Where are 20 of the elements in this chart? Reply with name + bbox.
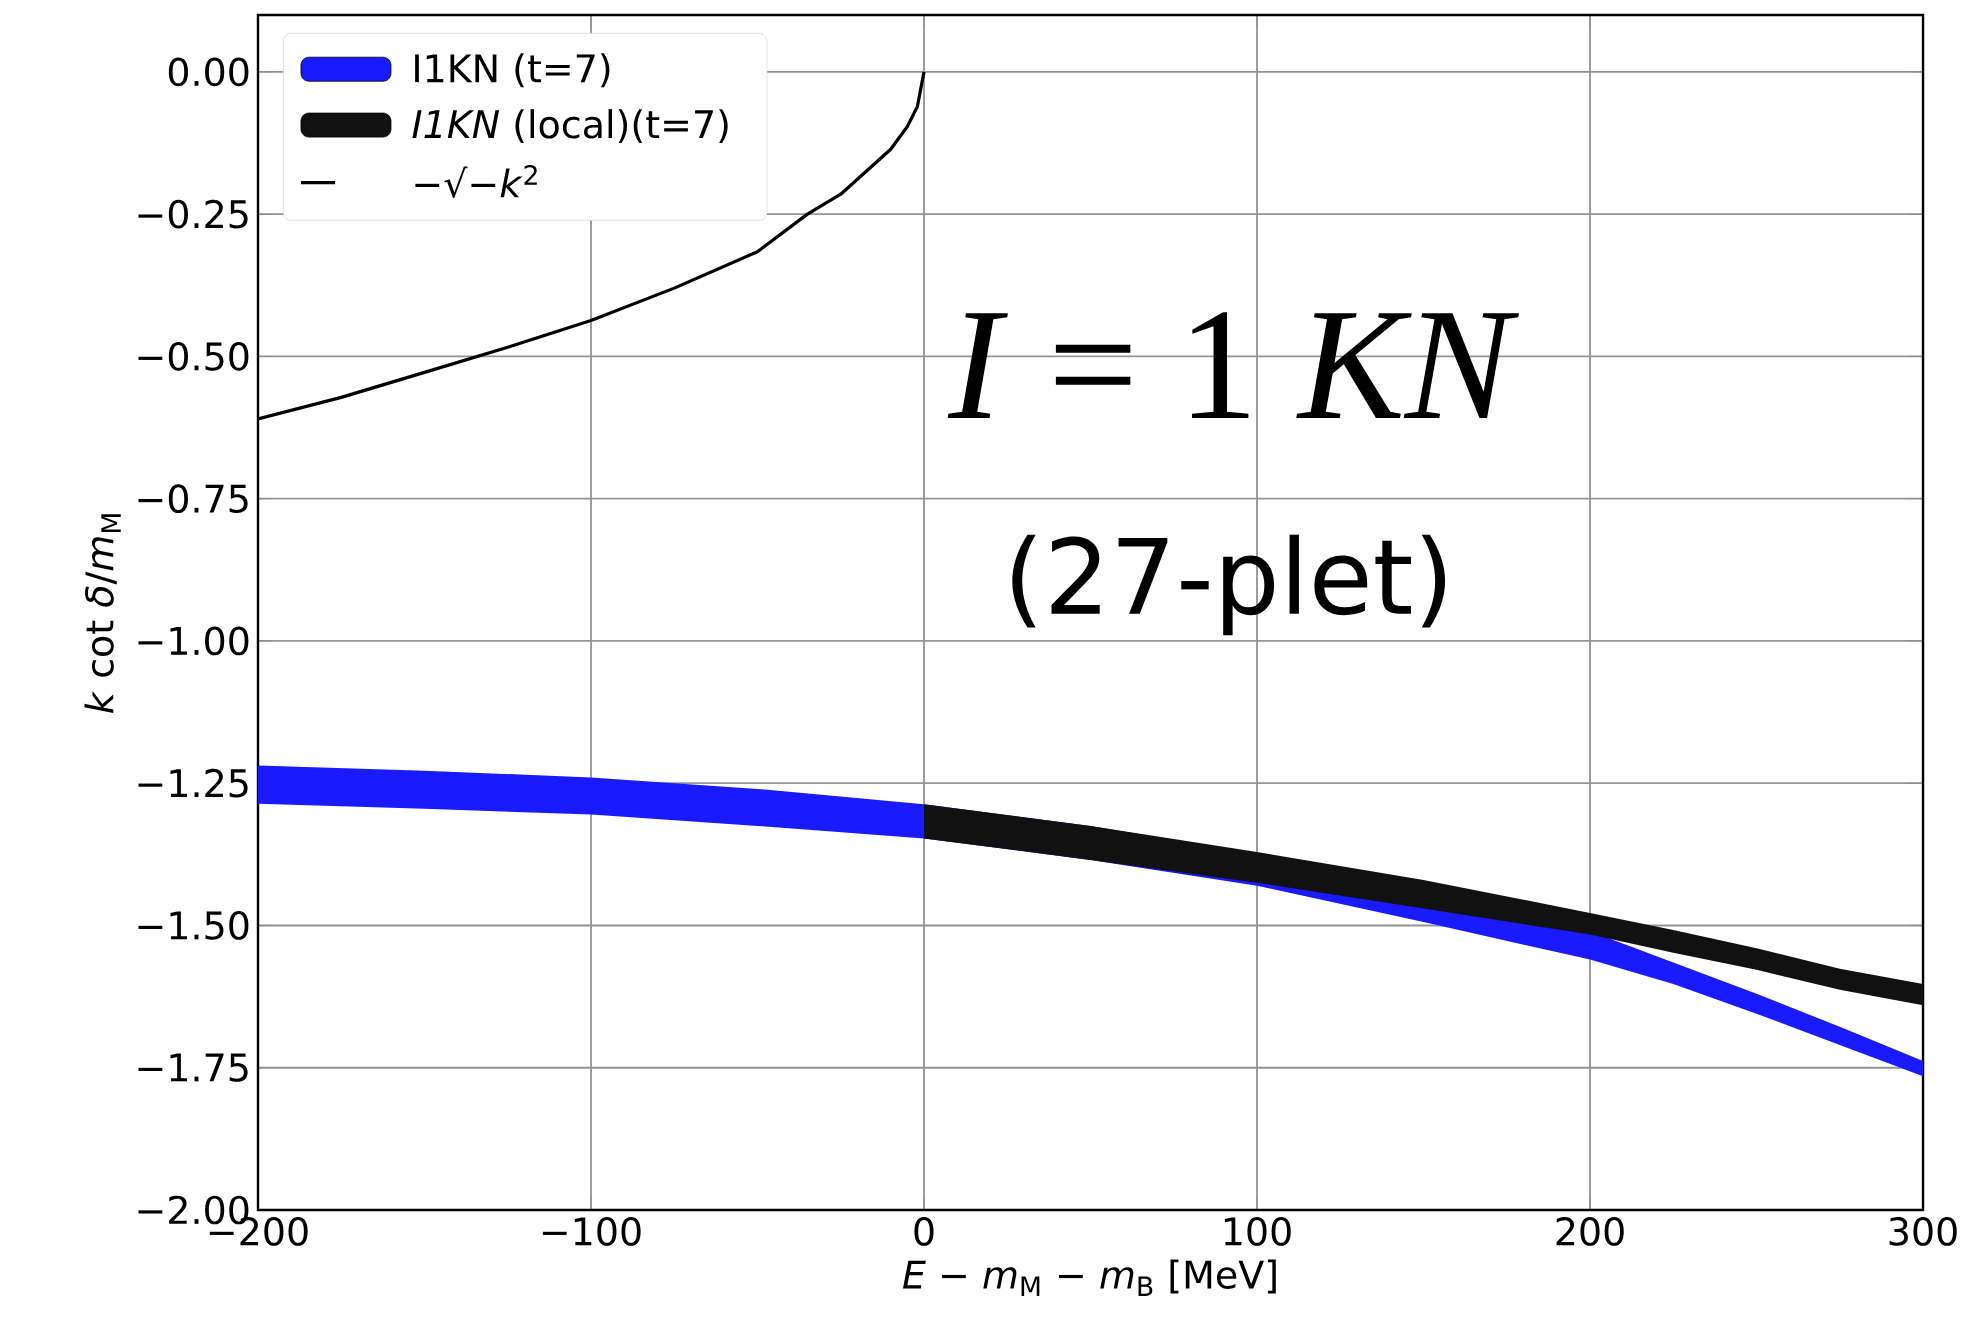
y-tick-label: −1.75 bbox=[138, 1053, 248, 1082]
x-tick-label: 300 bbox=[1889, 1217, 1957, 1246]
y-tick-label: −1.00 bbox=[138, 626, 249, 656]
y-tick-label: −0.50 bbox=[138, 342, 249, 371]
y-axis-title: k cot δ/m$_{M}$ bbox=[84, 514, 121, 713]
legend-label: −√−k$^{2}$ bbox=[415, 165, 537, 199]
y-tick-label: −0.75 bbox=[138, 484, 248, 514]
y-tick-label: 0.00 bbox=[168, 57, 249, 87]
y-tick-label: −1.25 bbox=[138, 768, 248, 798]
x-tick-label: 100 bbox=[1224, 1217, 1291, 1246]
y-tick-label: −0.25 bbox=[138, 199, 248, 229]
x-tick-label: 0 bbox=[914, 1217, 934, 1246]
x-axis-title: E − m$_{M}$ − m$_{B}$ [MeV] bbox=[902, 1259, 1276, 1296]
annotation: (27-plet) bbox=[1012, 534, 1446, 636]
legend-label: I1KN (local)(t=7) bbox=[412, 109, 728, 144]
legend-label: I1KN (t=7) bbox=[415, 53, 610, 88]
annotation: I = 1 KN bbox=[947, 312, 1520, 418]
y-tick-label: −1.50 bbox=[138, 911, 249, 940]
x-tick-label: 200 bbox=[1556, 1217, 1624, 1246]
x-tick-label: −100 bbox=[542, 1217, 641, 1246]
